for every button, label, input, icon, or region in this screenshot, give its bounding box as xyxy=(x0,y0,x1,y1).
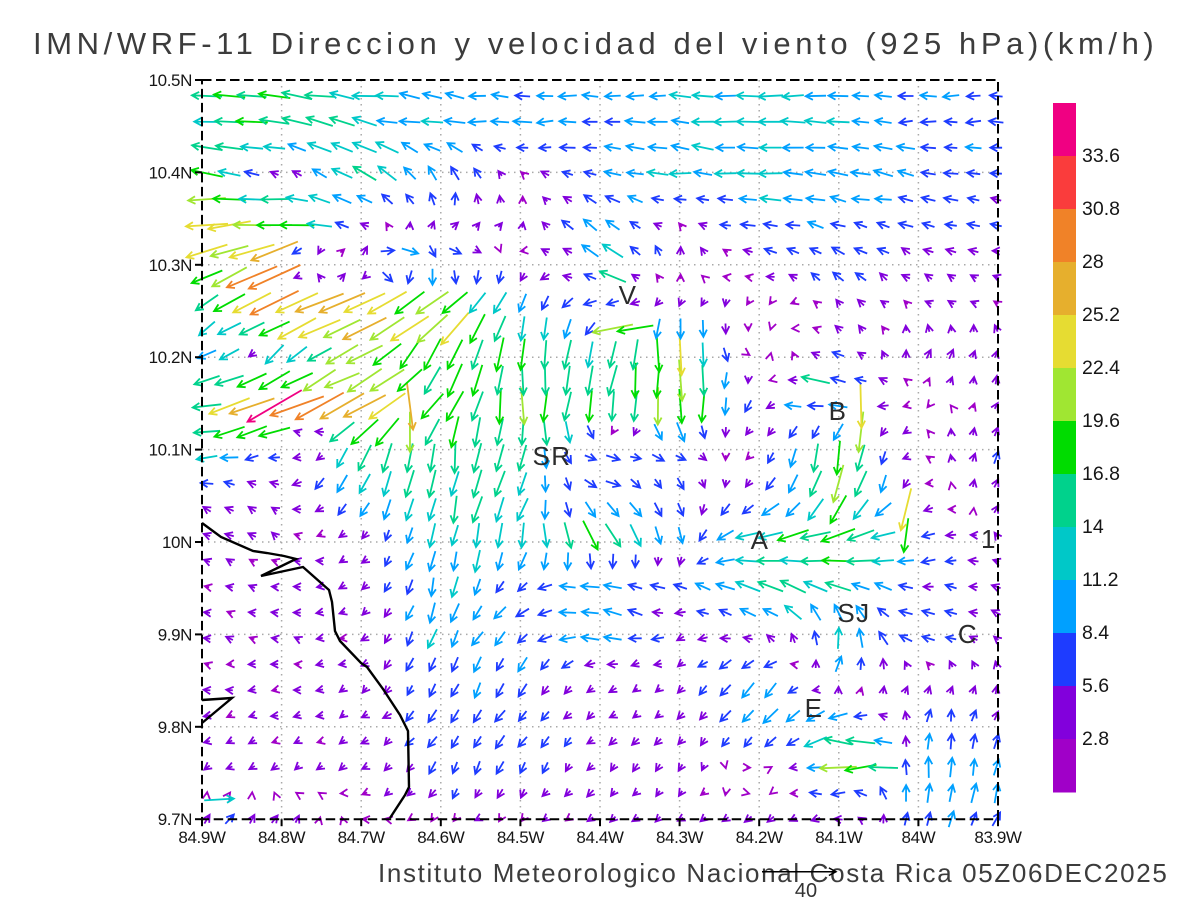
svg-text:40: 40 xyxy=(795,880,817,900)
svg-text:84.2W: 84.2W xyxy=(736,828,783,847)
svg-text:84.5W: 84.5W xyxy=(497,828,544,847)
svg-text:30.8: 30.8 xyxy=(1082,198,1120,220)
svg-text:C: C xyxy=(958,619,978,649)
svg-text:84.8W: 84.8W xyxy=(258,828,305,847)
svg-text:10.1N: 10.1N xyxy=(149,441,192,460)
svg-text:16.8: 16.8 xyxy=(1082,463,1120,485)
svg-text:SJ: SJ xyxy=(837,598,870,628)
svg-text:84.4W: 84.4W xyxy=(576,828,623,847)
svg-text:83.9W: 83.9W xyxy=(974,828,1021,847)
svg-text:V: V xyxy=(619,280,638,310)
svg-text:9.8N: 9.8N xyxy=(158,718,192,737)
svg-text:8.4: 8.4 xyxy=(1082,622,1109,644)
svg-text:84W: 84W xyxy=(902,828,936,847)
svg-text:B: B xyxy=(829,396,848,426)
svg-text:84.6W: 84.6W xyxy=(417,828,464,847)
svg-text:28: 28 xyxy=(1082,251,1104,273)
svg-text:9.9N: 9.9N xyxy=(158,625,192,644)
svg-text:84.3W: 84.3W xyxy=(656,828,703,847)
svg-text:10.3N: 10.3N xyxy=(149,256,192,275)
svg-text:A: A xyxy=(751,525,770,555)
svg-text:10.5N: 10.5N xyxy=(149,71,192,90)
svg-text:33.6: 33.6 xyxy=(1082,145,1120,167)
svg-text:5.6: 5.6 xyxy=(1082,675,1109,697)
svg-text:11.2: 11.2 xyxy=(1082,569,1119,591)
svg-text:19.6: 19.6 xyxy=(1082,410,1120,432)
svg-text:14: 14 xyxy=(1082,516,1104,538)
svg-text:2.8: 2.8 xyxy=(1082,728,1109,750)
svg-text:SR: SR xyxy=(532,441,571,471)
svg-text:10.2N: 10.2N xyxy=(149,348,192,367)
svg-text:25.2: 25.2 xyxy=(1082,304,1120,326)
svg-text:84.7W: 84.7W xyxy=(338,828,385,847)
svg-text:IMN/WRF-11 Direccion y velocid: IMN/WRF-11 Direccion y velocidad del vie… xyxy=(33,26,1158,61)
svg-text:84.9W: 84.9W xyxy=(178,828,225,847)
svg-text:1: 1 xyxy=(981,524,997,554)
svg-text:10N: 10N xyxy=(162,533,192,552)
svg-text:10.4N: 10.4N xyxy=(149,163,192,182)
svg-text:E: E xyxy=(805,693,824,723)
svg-text:Instituto Meteorologico Nacion: Instituto Meteorologico Nacional Costa R… xyxy=(378,858,1168,888)
svg-text:22.4: 22.4 xyxy=(1082,357,1120,379)
svg-text:9.7N: 9.7N xyxy=(158,810,192,829)
svg-text:84.1W: 84.1W xyxy=(815,828,862,847)
